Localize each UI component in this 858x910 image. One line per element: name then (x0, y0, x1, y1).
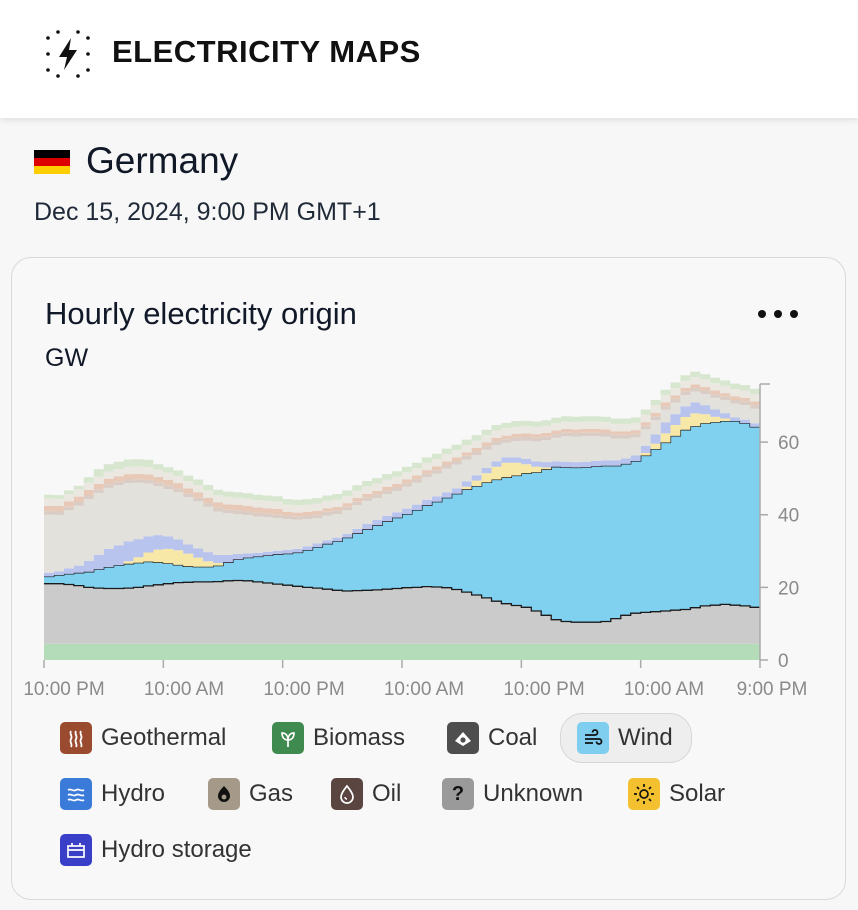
legend-label: Oil (372, 780, 402, 807)
legend-item-coal[interactable]: Coal (447, 717, 537, 759)
gas-flame-icon (208, 778, 240, 810)
legend-item-solar[interactable]: Solar (628, 773, 725, 815)
flag-stripe-gold (34, 166, 70, 174)
legend-item-wind[interactable]: Wind (560, 713, 692, 763)
legend-item-geothermal[interactable]: Geothermal (60, 717, 226, 759)
legend-label: Solar (669, 780, 726, 807)
germany-flag-icon (34, 150, 70, 174)
card-unit: GW (45, 344, 89, 372)
wind-icon (577, 722, 609, 754)
oil-drop-icon (331, 778, 363, 810)
legend-label: Coal (488, 724, 538, 751)
legend-item-gas[interactable]: Gas (208, 773, 293, 815)
legend-label: Hydro storage (101, 836, 252, 863)
sun-icon (628, 778, 660, 810)
leaf-icon (272, 722, 304, 754)
legend-item-oil[interactable]: Oil (331, 773, 401, 815)
legend-label: Gas (249, 780, 294, 807)
brand-name[interactable]: ELECTRICITY MAPS (112, 34, 421, 69)
lightning-dots-icon[interactable] (44, 30, 92, 78)
flag-stripe-black (34, 150, 70, 158)
country-name: Germany (86, 140, 239, 181)
legend-label: Wind (618, 724, 673, 751)
waves-icon (60, 778, 92, 810)
legend-label: Biomass (313, 724, 406, 751)
coal-icon (447, 722, 479, 754)
battery-icon (60, 834, 92, 866)
datetime-label: Dec 15, 2024, 9:00 PM GMT+1 (34, 198, 381, 226)
top-bar: ELECTRICITY MAPS (0, 0, 858, 118)
legend-item-unknown[interactable]: ? Unknown (442, 773, 583, 815)
question-icon: ? (442, 778, 474, 810)
geothermal-icon (60, 722, 92, 754)
card-title: Hourly electricity origin (45, 296, 357, 331)
more-dots-icon[interactable] (754, 298, 802, 328)
legend-label: Geothermal (101, 724, 227, 751)
flag-stripe-red (34, 158, 70, 166)
legend-item-hydro-storage[interactable]: Hydro storage (60, 829, 252, 871)
legend-label: Hydro (101, 780, 166, 807)
legend-label: Unknown (483, 780, 584, 807)
legend-item-hydro[interactable]: Hydro (60, 773, 165, 815)
legend-item-biomass[interactable]: Biomass (272, 717, 405, 759)
